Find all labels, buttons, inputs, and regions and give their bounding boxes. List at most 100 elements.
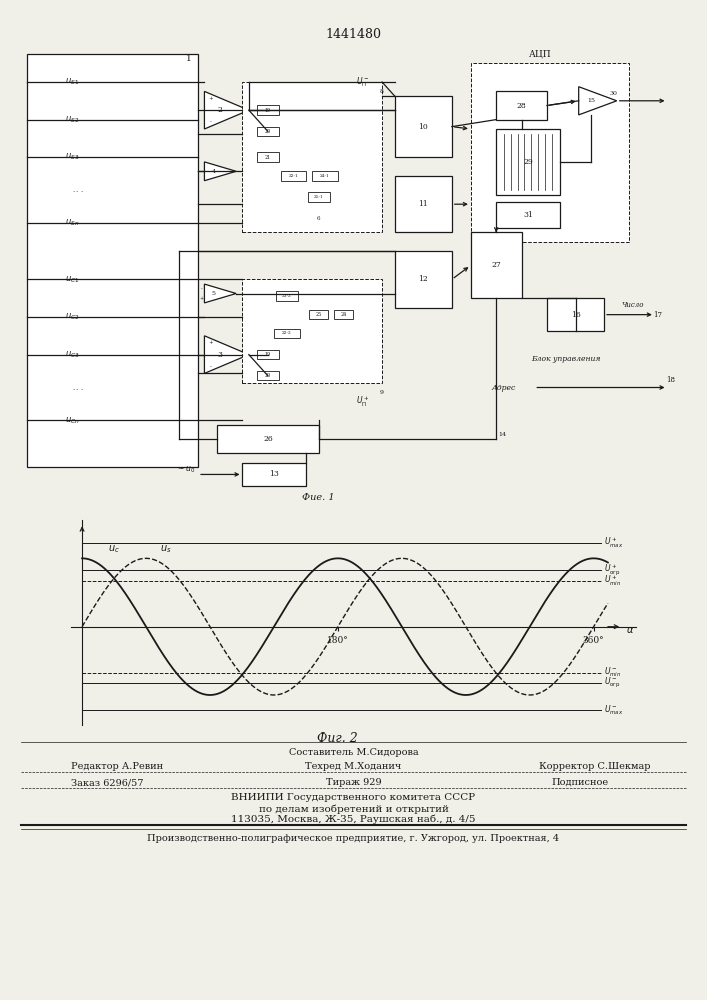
Text: $U_{\text{огр}}^-$: $U_{\text{огр}}^-$ <box>604 676 621 690</box>
Text: 19: 19 <box>264 108 271 113</box>
Bar <box>496 129 560 195</box>
Bar <box>257 127 279 136</box>
Bar <box>257 371 279 380</box>
Text: $\cdot\cdot\cdot$: $\cdot\cdot\cdot$ <box>71 383 83 391</box>
Text: $U_{\text{огр}}^+$: $U_{\text{огр}}^+$ <box>604 563 621 577</box>
Text: 25: 25 <box>315 312 322 317</box>
Text: $u_{S1}$: $u_{S1}$ <box>65 77 79 87</box>
Bar <box>309 310 328 319</box>
Text: 30: 30 <box>609 91 618 96</box>
Text: $\cdot\cdot\cdot$: $\cdot\cdot\cdot$ <box>71 186 83 194</box>
Text: 15: 15 <box>588 98 595 103</box>
Text: $u_{C1}$: $u_{C1}$ <box>65 274 79 285</box>
Text: 3: 3 <box>218 351 223 359</box>
Text: Техред М.Ходанич: Техред М.Ходанич <box>305 762 402 771</box>
Text: $u_{S3}$: $u_{S3}$ <box>65 152 79 162</box>
Text: $u_{Cn}$: $u_{Cn}$ <box>65 415 80 426</box>
Text: 5: 5 <box>212 291 216 296</box>
Text: Подписное: Подписное <box>551 778 608 787</box>
Bar <box>281 171 306 181</box>
Bar <box>471 63 629 242</box>
Bar <box>312 171 338 181</box>
Bar <box>308 192 329 202</box>
Text: $u_{Sn}$: $u_{Sn}$ <box>65 218 79 228</box>
Text: $\alpha$: $\alpha$ <box>626 625 635 635</box>
Text: 22-2: 22-2 <box>282 331 292 335</box>
Text: 8: 8 <box>380 89 384 94</box>
Text: 16: 16 <box>571 311 580 319</box>
Text: 24: 24 <box>341 312 347 317</box>
Text: $U_{min}^+$: $U_{min}^+$ <box>604 574 621 588</box>
Text: Заказ 6296/57: Заказ 6296/57 <box>71 778 144 787</box>
Bar <box>243 279 382 383</box>
Text: $U_{min}^-$: $U_{min}^-$ <box>604 666 621 679</box>
Bar <box>471 232 522 298</box>
Text: 29: 29 <box>523 158 533 166</box>
Text: Адрес: Адрес <box>491 383 515 391</box>
Text: Фиг. 2: Фиг. 2 <box>317 732 358 745</box>
Text: $u_c$: $u_c$ <box>107 544 119 555</box>
Polygon shape <box>204 91 249 129</box>
Bar <box>274 329 300 338</box>
Text: Тираж 929: Тираж 929 <box>326 778 381 787</box>
Text: $u_{C3}$: $u_{C3}$ <box>65 349 80 360</box>
Text: 1441480: 1441480 <box>325 28 382 41</box>
Text: Фие. 1: Фие. 1 <box>303 493 335 502</box>
Bar <box>257 105 279 115</box>
Text: 20: 20 <box>264 129 271 134</box>
Text: $U_\Pi^+$: $U_\Pi^+$ <box>356 394 370 409</box>
Polygon shape <box>204 162 236 181</box>
Bar <box>257 152 279 162</box>
Bar <box>395 96 452 157</box>
Text: 24-1: 24-1 <box>320 174 330 178</box>
Text: Корректор С.Шекмар: Корректор С.Шекмар <box>539 762 650 771</box>
Text: -: - <box>210 364 211 369</box>
Polygon shape <box>204 284 236 303</box>
Text: $U_{max}^+$: $U_{max}^+$ <box>604 536 623 550</box>
Bar <box>257 350 279 359</box>
Text: 1: 1 <box>186 54 192 63</box>
Bar <box>27 54 198 467</box>
Bar <box>334 310 354 319</box>
Text: 31: 31 <box>523 211 533 219</box>
Bar <box>217 425 319 453</box>
Text: 9: 9 <box>380 390 384 395</box>
Bar <box>276 291 298 301</box>
Text: 25-1: 25-1 <box>314 195 324 199</box>
Text: ВНИИПИ Государственного комитета СССР: ВНИИПИ Государственного комитета СССР <box>231 793 476 802</box>
Bar <box>243 82 382 232</box>
Text: Блок управления: Блок управления <box>531 355 601 363</box>
Text: 18: 18 <box>666 376 675 384</box>
Text: +: + <box>209 340 213 345</box>
Text: +: + <box>199 296 204 301</box>
Text: 27: 27 <box>491 261 501 269</box>
Text: Составитель М.Сидорова: Составитель М.Сидорова <box>288 748 419 757</box>
Text: 21: 21 <box>264 155 271 160</box>
Text: по делам изобретений и открытий: по делам изобретений и открытий <box>259 804 448 814</box>
Text: 17: 17 <box>653 311 662 319</box>
Text: $U_\Pi^-$: $U_\Pi^-$ <box>356 75 370 89</box>
Text: -: - <box>210 119 211 124</box>
Text: 22-1: 22-1 <box>288 174 298 178</box>
Polygon shape <box>204 336 249 373</box>
Polygon shape <box>579 87 617 115</box>
Text: 19: 19 <box>264 352 271 357</box>
Text: Редактор А.Ревин: Редактор А.Ревин <box>71 762 163 771</box>
Bar <box>395 251 452 308</box>
Text: 26: 26 <box>263 435 273 443</box>
Text: 4: 4 <box>212 169 216 174</box>
Text: 11: 11 <box>419 200 428 208</box>
Text: 6: 6 <box>317 216 320 221</box>
Text: 10: 10 <box>419 123 428 131</box>
Text: $u_{S2}$: $u_{S2}$ <box>65 114 79 125</box>
Bar <box>496 202 560 228</box>
Text: -: - <box>201 286 202 291</box>
Text: 23-2: 23-2 <box>282 294 292 298</box>
Text: $u_{C2}$: $u_{C2}$ <box>65 312 79 322</box>
Text: Производственно-полиграфическое предприятие, г. Ужгород, ул. Проектная, 4: Производственно-полиграфическое предприя… <box>148 834 559 843</box>
Text: +: + <box>209 96 213 101</box>
Text: $U_{max}^-$: $U_{max}^-$ <box>604 703 623 717</box>
Text: $\sim u_0$: $\sim u_0$ <box>176 464 195 475</box>
Text: 20: 20 <box>264 373 271 378</box>
Text: $u_s$: $u_s$ <box>160 544 172 555</box>
